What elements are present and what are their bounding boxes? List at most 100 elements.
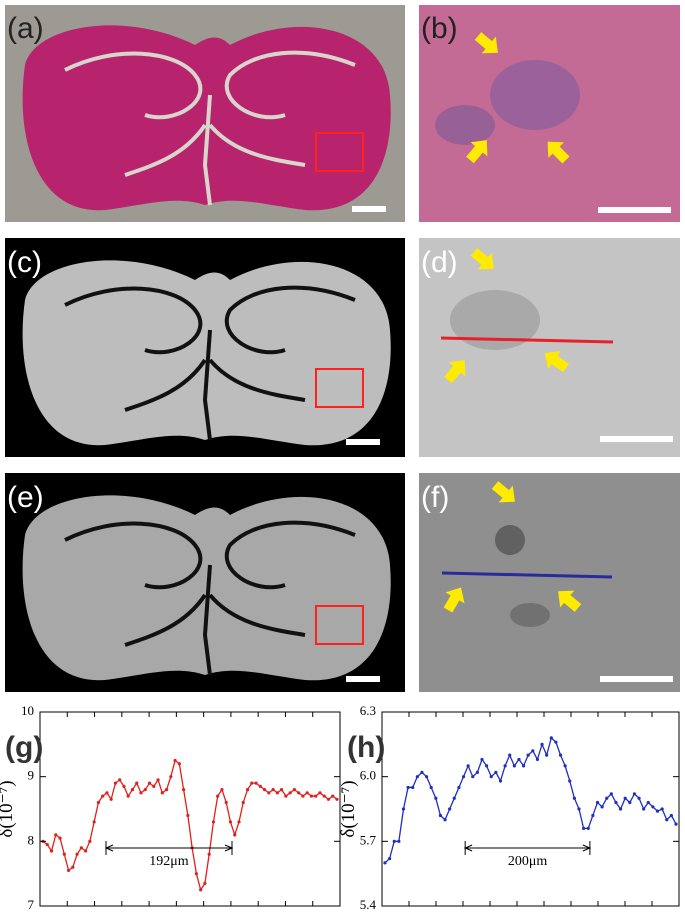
data-point [461, 775, 466, 779]
data-point [301, 794, 305, 798]
data-line [384, 736, 677, 864]
data-point [122, 784, 126, 788]
data-point [245, 788, 250, 792]
panel-label: (c) [7, 246, 42, 279]
data-point [262, 788, 267, 792]
y-tick-label: 5.7 [360, 832, 377, 847]
data-point [572, 796, 576, 800]
y-tick-label: 8 [28, 832, 35, 847]
data-point [233, 833, 237, 837]
data-point [66, 868, 71, 873]
data-point [173, 758, 177, 763]
data-point [203, 881, 207, 885]
data-point [512, 764, 516, 768]
panel-f: (f) [419, 473, 680, 692]
data-point [466, 764, 470, 768]
data-point [392, 839, 396, 843]
data-point [540, 742, 544, 746]
data-point [420, 770, 424, 774]
data-point [220, 788, 224, 792]
data-point [503, 764, 507, 768]
annotation: 200μm [508, 854, 548, 869]
data-point [498, 779, 503, 783]
data-point [109, 797, 113, 801]
data-point [632, 792, 637, 796]
data-point [96, 800, 100, 805]
data-point [521, 764, 526, 768]
y-axis-label: δ(10⁻⁷) [0, 780, 17, 837]
data-point [177, 762, 181, 766]
data-point [250, 781, 254, 785]
data-point [508, 753, 512, 757]
data-point [549, 736, 553, 740]
data-line [42, 759, 338, 892]
data-point [388, 856, 392, 861]
data-point [216, 794, 220, 798]
panel-label: (g) [5, 731, 43, 764]
data-point [457, 785, 461, 790]
data-point [241, 800, 245, 805]
data-point [75, 852, 79, 856]
data-point [586, 826, 590, 831]
data-point [164, 788, 169, 792]
data-point [646, 800, 650, 805]
panel-d: (d) [419, 238, 680, 457]
data-point [194, 872, 198, 876]
annotation: 192μm [149, 854, 189, 869]
data-point [147, 781, 152, 785]
data-point [331, 794, 335, 798]
data-point [429, 785, 433, 790]
data-point [292, 788, 296, 792]
data-point [660, 807, 664, 811]
data-point [224, 800, 228, 805]
data-point [113, 781, 118, 785]
data-point [411, 785, 415, 790]
data-point [618, 807, 623, 811]
data-point [642, 807, 646, 811]
data-point [582, 826, 586, 831]
data-point [623, 796, 627, 800]
y-tick-label: 9 [28, 768, 35, 783]
panel-label: (e) [7, 481, 44, 514]
data-point [415, 775, 419, 779]
y-tick-label: 10 [21, 703, 34, 718]
data-point [143, 788, 147, 792]
y-tick-label: 6.3 [360, 703, 376, 718]
data-point [568, 779, 572, 783]
data-point [237, 820, 241, 824]
data-point [424, 775, 429, 779]
data-point [322, 794, 326, 798]
panel-a: (a) [5, 5, 405, 222]
data-point [494, 770, 498, 774]
data-point [595, 800, 600, 805]
data-point [577, 807, 581, 811]
data-point [275, 791, 279, 795]
data-point [118, 778, 122, 782]
data-point [267, 791, 271, 795]
panel-c: (c) [5, 238, 405, 457]
panel-label: (h) [347, 731, 385, 764]
plot-frame [39, 711, 341, 907]
panel-label: (d) [421, 246, 458, 279]
data-point [326, 797, 331, 801]
data-point [271, 788, 275, 792]
data-point [54, 833, 58, 837]
data-point [674, 822, 678, 826]
data-point [434, 796, 438, 800]
data-point [558, 753, 563, 757]
panel-b: (b) [419, 5, 680, 222]
data-point [309, 794, 314, 798]
data-point [383, 861, 387, 865]
data-point [489, 775, 493, 779]
y-axis-label: δ(10⁻⁷) [338, 780, 359, 837]
data-point [600, 805, 604, 809]
data-point [280, 788, 284, 792]
data-point [651, 805, 655, 809]
y-tick-label: 6.0 [360, 768, 376, 783]
data-point [152, 784, 156, 788]
data-point [182, 788, 186, 792]
data-point [199, 888, 203, 892]
data-point [609, 792, 613, 796]
data-point [314, 794, 318, 798]
